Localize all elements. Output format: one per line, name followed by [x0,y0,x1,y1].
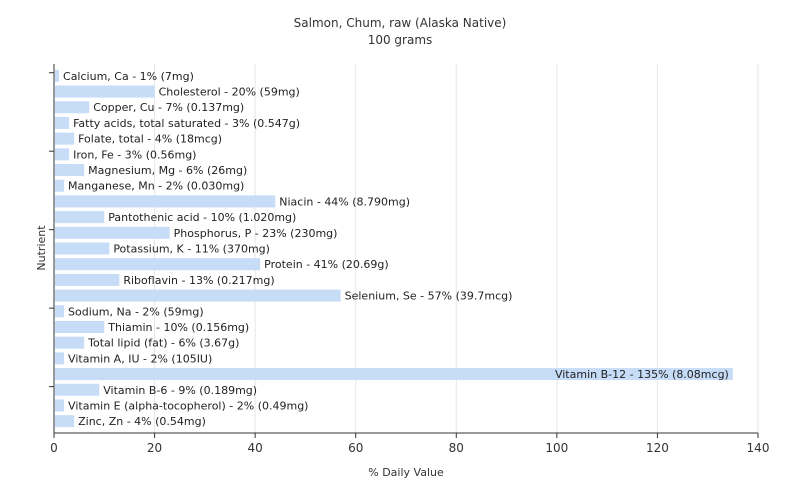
bar-label-7: Manganese, Mn - 2% (0.030mg) [68,180,244,193]
bar-label-0: Calcium, Ca - 1% (7mg) [63,70,194,83]
bar-12 [55,258,261,271]
bar-18 [55,352,65,365]
bar-22 [55,415,75,428]
bar-21 [55,399,65,412]
bar-15 [55,305,65,318]
x-tick-label-1: 20 [147,441,162,455]
bar-label-10: Phosphorus, P - 23% (230mg) [174,227,338,240]
bar-label-2: Copper, Cu - 7% (0.137mg) [93,101,244,114]
bar-label-17: Total lipid (fat) - 6% (3.67g) [87,337,239,350]
x-tick-label-4: 80 [449,441,464,455]
bar-17 [55,336,85,349]
bar-label-12: Protein - 41% (20.69g) [264,258,389,271]
bar-label-18: Vitamin A, IU - 2% (105IU) [68,352,212,365]
bar-16 [55,320,105,333]
bar-7 [55,179,65,192]
bar-10 [55,226,170,239]
x-tick-label-7: 140 [747,441,770,455]
bar-2 [55,101,90,114]
bar-label-4: Folate, total - 4% (18mcg) [78,133,222,146]
bar-13 [55,273,120,286]
bar-6 [55,164,85,177]
x-tick-label-2: 40 [248,441,263,455]
bar-label-21: Vitamin E (alpha-tocopherol) - 2% (0.49m… [68,399,308,412]
bar-label-1: Cholesterol - 20% (59mg) [159,86,300,99]
x-tick-label-0: 0 [50,441,58,455]
bar-label-15: Sodium, Na - 2% (59mg) [68,305,204,318]
x-tick-label-5: 100 [545,441,568,455]
bar-4 [55,132,75,145]
bar-9 [55,211,105,224]
bar-label-20: Vitamin B-6 - 9% (0.189mg) [103,384,257,397]
bar-label-5: Iron, Fe - 3% (0.56mg) [73,148,196,161]
bar-label-14: Selenium, Se - 57% (39.7mcg) [345,290,513,303]
bar-20 [55,383,100,396]
x-axis-label: % Daily Value [368,466,444,479]
chart-title: Salmon, Chum, raw (Alaska Native) [294,16,507,30]
bar-label-19: Vitamin B-12 - 135% (8.08mcg) [555,368,729,381]
bar-11 [55,242,110,255]
bar-14 [55,289,341,302]
y-axis-label: Nutrient [35,225,48,271]
bar-19 [55,368,733,381]
bar-label-16: Thiamin - 10% (0.156mg) [107,321,249,334]
bar-label-22: Zinc, Zn - 4% (0.54mg) [78,415,206,428]
bar-label-3: Fatty acids, total saturated - 3% (0.547… [73,117,300,130]
bar-label-13: Riboflavin - 13% (0.217mg) [123,274,274,287]
bar-label-6: Magnesium, Mg - 6% (26mg) [88,164,247,177]
x-tick-label-6: 120 [646,441,669,455]
bar-label-11: Potassium, K - 11% (370mg) [113,243,270,256]
bar-3 [55,116,70,129]
bar-8 [55,195,276,208]
bar-label-8: Niacin - 44% (8.790mg) [279,195,410,208]
chart-subtitle: 100 grams [368,33,433,47]
bar-1 [55,85,155,98]
x-tick-label-3: 60 [348,441,363,455]
bar-0 [55,69,60,82]
bar-5 [55,148,70,161]
bar-label-9: Pantothenic acid - 10% (1.020mg) [108,211,296,224]
